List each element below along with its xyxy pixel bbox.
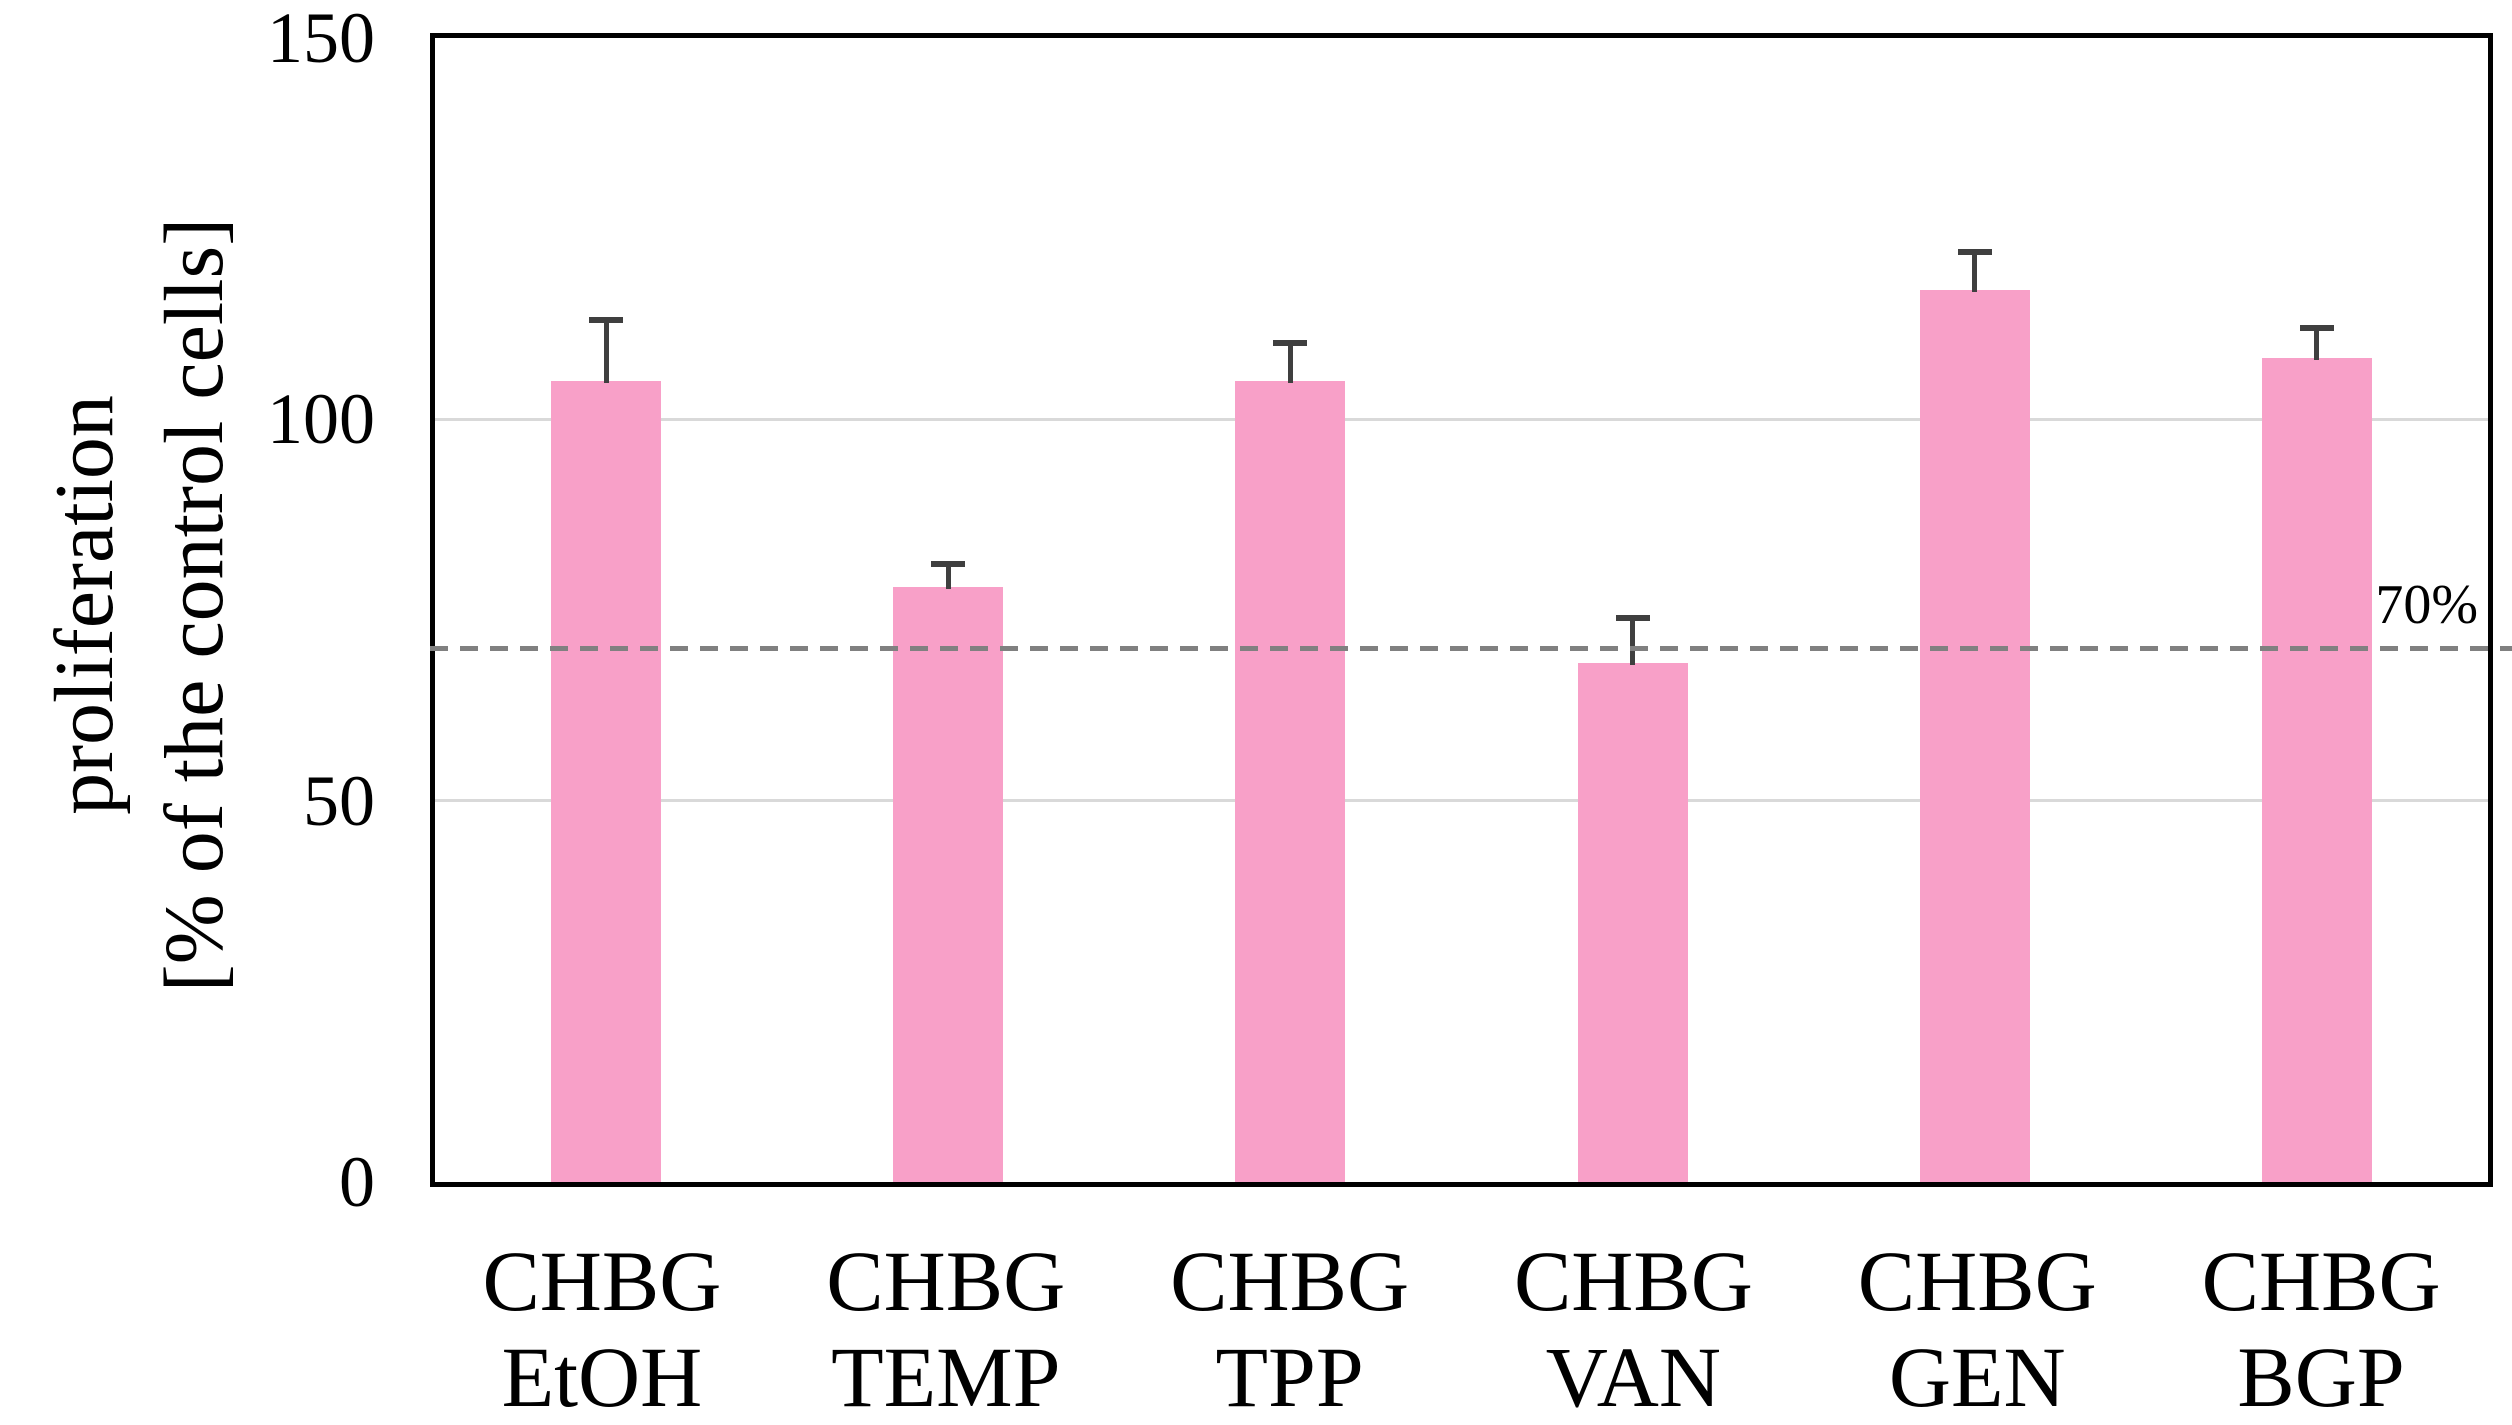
reference-line-70pct: [430, 645, 2512, 651]
plot-area: [430, 33, 2493, 1187]
bar-chbg-etoh: [551, 381, 662, 1182]
error-bar-cap-chbg-van: [1615, 614, 1650, 621]
bar-chbg-gen: [1919, 289, 2030, 1182]
error-bar-cap-chbg-tpp: [1273, 340, 1308, 347]
gridline-100: [435, 417, 2488, 421]
plot-inner-area: [435, 38, 2488, 1182]
x-axis-label-chbg-bgp: CHBG BGP: [2201, 1233, 2441, 1425]
y-axis-title: proliferation [% of the control cells]: [30, 0, 250, 1255]
x-axis-label-chbg-gen: CHBG GEN: [1857, 1233, 2097, 1425]
error-bar-stem-chbg-temp: [945, 564, 951, 590]
bar-chbg-van: [1577, 663, 1688, 1182]
error-bar-stem-chbg-etoh: [603, 320, 609, 384]
reference-line-label: 70%: [2375, 574, 2478, 637]
gridline-50: [435, 799, 2488, 803]
error-bar-cap-chbg-etoh: [589, 317, 624, 324]
y-tick-label-100: 100: [267, 379, 375, 460]
bar-chbg-tpp: [1235, 381, 1346, 1182]
error-bar-cap-chbg-temp: [931, 561, 966, 568]
error-bar-cap-chbg-gen: [1957, 248, 1992, 255]
y-tick-label-50: 50: [303, 760, 375, 841]
bar-chbg-bgp: [2261, 358, 2372, 1182]
x-axis-label-chbg-van: CHBG VAN: [1513, 1233, 1753, 1425]
bar-chbg-temp: [893, 587, 1004, 1182]
error-bar-cap-chbg-bgp: [2299, 324, 2334, 331]
y-tick-label-0: 0: [339, 1142, 375, 1222]
y-tick-label-150: 150: [267, 0, 375, 78]
error-bar-stem-chbg-van: [1630, 617, 1636, 666]
y-axis-title-line1: proliferation: [38, 395, 131, 815]
error-bar-stem-chbg-gen: [1972, 251, 1978, 292]
y-axis-title-line2: [% of the control cells]: [148, 217, 241, 993]
x-axis-label-chbg-temp: CHBG TEMP: [826, 1233, 1066, 1425]
error-bar-stem-chbg-bgp: [2314, 327, 2320, 361]
error-bar-stem-chbg-tpp: [1287, 343, 1293, 384]
x-axis-label-chbg-etoh: CHBG EtOH: [482, 1233, 722, 1425]
x-axis-label-chbg-tpp: CHBG TPP: [1170, 1233, 1410, 1425]
